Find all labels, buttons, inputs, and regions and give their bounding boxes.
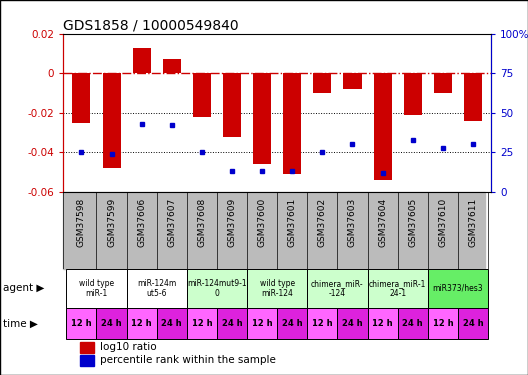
Bar [193,73,211,117]
Text: 24 h: 24 h [463,319,483,328]
Text: 24 h: 24 h [342,319,363,328]
Text: 24 h: 24 h [162,319,182,328]
Bar [404,73,422,115]
Bar [337,308,367,339]
Text: GSM37604: GSM37604 [378,198,387,247]
Bar [283,73,301,174]
Text: GSM37602: GSM37602 [318,198,327,247]
Text: percentile rank within the sample: percentile rank within the sample [100,356,276,366]
Text: miR-124m
ut5-6: miR-124m ut5-6 [137,279,176,298]
Text: GSM37606: GSM37606 [137,198,146,247]
Bar [163,60,181,73]
Bar [343,73,362,89]
Bar [464,73,482,121]
Bar [187,269,247,308]
Bar [67,269,127,308]
Bar [187,308,217,339]
Bar [428,269,488,308]
Bar [367,269,428,308]
Text: GSM37599: GSM37599 [107,198,116,247]
Text: chimera_miR-1
24-1: chimera_miR-1 24-1 [369,279,427,298]
Bar [133,48,150,73]
Bar [313,73,332,93]
Bar [157,308,187,339]
Text: GSM37598: GSM37598 [77,198,86,247]
Bar [127,308,157,339]
Bar [458,308,488,339]
Text: GSM37601: GSM37601 [288,198,297,247]
Text: 12 h: 12 h [312,319,333,328]
Text: GDS1858 / 10000549840: GDS1858 / 10000549840 [63,19,239,33]
Bar [97,308,127,339]
Bar [398,308,428,339]
Text: GSM37610: GSM37610 [438,198,447,247]
Bar [217,308,247,339]
Text: log10 ratio: log10 ratio [100,342,156,352]
Bar [127,269,187,308]
Bar [223,73,241,136]
Text: 12 h: 12 h [71,319,92,328]
Text: 12 h: 12 h [131,319,152,328]
Text: agent ▶: agent ▶ [3,284,44,294]
Text: GSM37607: GSM37607 [167,198,176,247]
Text: miR-124mut9-1
0: miR-124mut9-1 0 [187,279,247,298]
Text: 12 h: 12 h [372,319,393,328]
Text: 24 h: 24 h [282,319,303,328]
Bar [247,308,277,339]
Text: GSM37605: GSM37605 [408,198,417,247]
Text: GSM37600: GSM37600 [258,198,267,247]
Text: wild type
miR-124: wild type miR-124 [260,279,295,298]
Bar [428,308,458,339]
Text: chimera_miR-
-124: chimera_miR- -124 [311,279,364,298]
Text: time ▶: time ▶ [3,319,37,328]
Text: 24 h: 24 h [222,319,242,328]
Bar [367,308,398,339]
Bar [80,342,94,353]
Bar [247,269,307,308]
Bar [434,73,452,93]
Bar [277,308,307,339]
Text: 12 h: 12 h [192,319,212,328]
Bar [72,73,90,123]
Text: miR373/hes3: miR373/hes3 [432,284,483,293]
Text: 24 h: 24 h [402,319,423,328]
Bar [253,73,271,164]
Bar [307,308,337,339]
Bar [307,269,367,308]
Text: 12 h: 12 h [432,319,453,328]
Bar [80,355,94,366]
Bar [374,73,392,180]
Text: 24 h: 24 h [101,319,122,328]
Text: GSM37609: GSM37609 [228,198,237,247]
Bar [102,73,120,168]
Text: GSM37608: GSM37608 [197,198,206,247]
Text: GSM37611: GSM37611 [468,198,477,247]
Text: 12 h: 12 h [252,319,272,328]
Text: GSM37603: GSM37603 [348,198,357,247]
Bar [67,308,97,339]
Text: wild type
miR-1: wild type miR-1 [79,279,114,298]
